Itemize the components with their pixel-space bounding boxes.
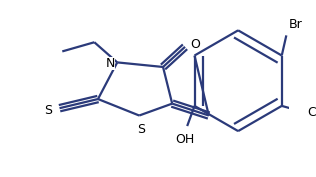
Text: S: S [137, 123, 145, 136]
Text: O: O [191, 38, 200, 52]
Text: N: N [106, 57, 115, 70]
Text: Br: Br [289, 18, 303, 31]
Text: Cl: Cl [307, 106, 316, 119]
Text: OH: OH [176, 133, 195, 146]
Text: S: S [44, 104, 52, 116]
